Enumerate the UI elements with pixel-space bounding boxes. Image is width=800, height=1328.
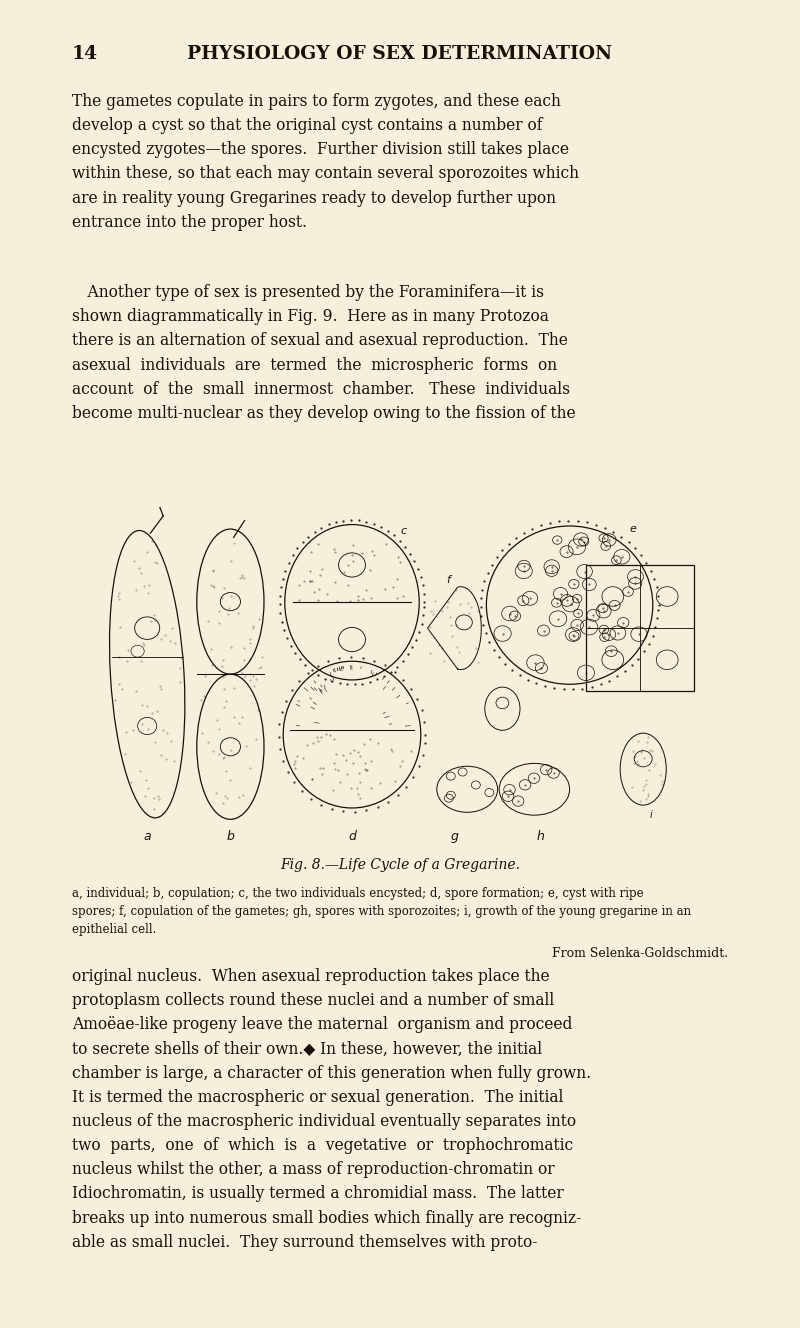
Text: From Selenka-Goldschmidt.: From Selenka-Goldschmidt. [552, 947, 728, 960]
Text: f: f [446, 575, 450, 586]
Text: The gametes copulate in pairs to form zygotes, and these each
develop a cyst so : The gametes copulate in pairs to form zy… [72, 93, 579, 231]
Text: e: e [630, 525, 636, 534]
Text: a, individual; b, copulation; c, the two individuals encysted; d, spore formatio: a, individual; b, copulation; c, the two… [72, 887, 691, 936]
Text: i: i [650, 810, 652, 821]
Text: d: d [348, 830, 356, 843]
Text: b: b [226, 830, 234, 843]
Text: 14: 14 [72, 45, 98, 64]
Text: Fig. 8.—Life Cycle of a Gregarine.: Fig. 8.—Life Cycle of a Gregarine. [280, 858, 520, 872]
Text: h: h [537, 830, 545, 843]
Text: Another type of sex is presented by the Foraminifera—it is
shown diagrammaticall: Another type of sex is presented by the … [72, 284, 576, 422]
Text: PHYSIOLOGY OF SEX DETERMINATION: PHYSIOLOGY OF SEX DETERMINATION [187, 45, 613, 64]
Text: original nucleus.  When asexual reproduction takes place the
protoplasm collects: original nucleus. When asexual reproduct… [72, 968, 591, 1251]
Text: g: g [450, 830, 458, 843]
Text: c: c [400, 526, 406, 537]
Text: a: a [143, 830, 151, 843]
